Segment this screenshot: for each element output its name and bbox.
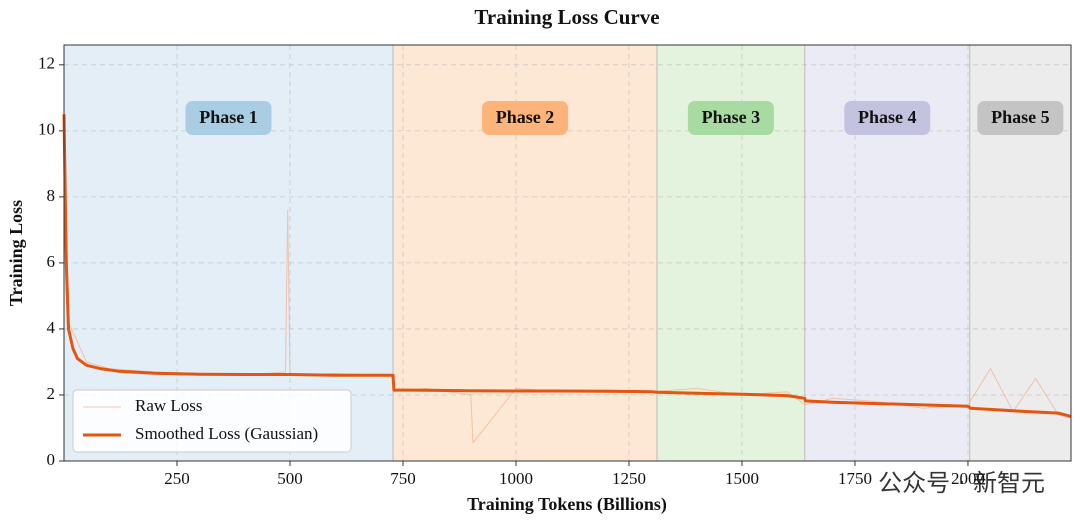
watermark: 公众号 · 新智元 [878,469,1045,497]
legend-label: Raw Loss [135,396,203,415]
plot-frame [63,44,1072,462]
y-tick-label: 10 [38,120,55,139]
x-tick-label: 750 [390,469,416,488]
phase-label-box [687,101,774,135]
legend-label: Smoothed Loss (Gaussian) [135,424,318,443]
legend-box [72,389,352,453]
chart-title: Training Loss Curve [474,5,659,29]
phase-label: Phase 4 [858,107,917,127]
x-tick-label: 2000 [951,469,985,488]
phase-label: Phase 1 [199,107,258,127]
x-tick-label: 1500 [725,469,759,488]
phase-label-box [185,101,272,135]
x-tick-label: 1750 [838,469,872,488]
x-tick-label: 1000 [499,469,533,488]
x-axis-label: Training Tokens (Billions) [467,494,667,515]
y-axis-label: Training Loss [6,200,26,306]
y-tick-label: 4 [47,318,56,337]
y-tick-label: 2 [47,384,56,403]
y-tick-label: 6 [47,252,56,271]
phase-label: Phase 5 [991,107,1050,127]
y-tick-label: 0 [47,450,56,469]
phase-label: Phase 2 [496,107,555,127]
loss-line [62,114,1072,418]
y-tick-label: 12 [38,54,55,73]
phase-label-box [977,101,1064,135]
phase-label: Phase 3 [702,107,761,127]
y-tick-label: 8 [47,186,56,205]
x-tick-label: 500 [277,469,303,488]
x-tick-label: 250 [164,469,190,488]
x-tick-label: 1250 [612,469,646,488]
phase-label-box [844,101,931,135]
phase-label-box [482,101,569,135]
